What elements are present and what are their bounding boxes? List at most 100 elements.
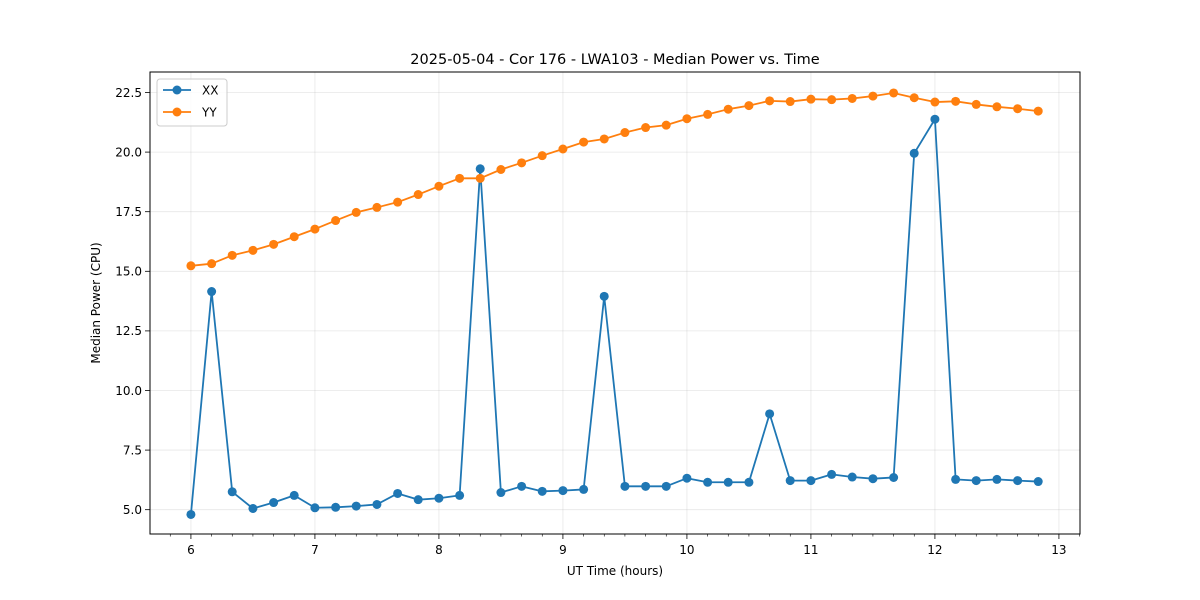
data-point-yy (351, 207, 361, 217)
data-point-yy (723, 104, 733, 114)
data-point-xx (517, 481, 527, 491)
data-point-yy (289, 232, 299, 242)
data-point-yy (227, 250, 237, 260)
x-axis-ticks: 6 7 8 9 10 11 12 13 (169, 534, 1080, 557)
data-point-yy (434, 181, 444, 191)
y-tick-label: 17.5 (115, 205, 142, 219)
plot-frame (149, 71, 1081, 535)
data-point-yy (248, 245, 258, 255)
data-point-yy (951, 96, 961, 106)
x-tick-label: 6 (187, 543, 195, 557)
x-tick-label: 10 (679, 543, 694, 557)
series-layer (186, 88, 1043, 519)
data-point-yy (744, 101, 754, 111)
data-point-yy (496, 165, 506, 175)
data-point-yy (331, 216, 341, 226)
y-tick-label: 15.0 (115, 265, 142, 279)
data-point-yy (930, 97, 940, 107)
data-point-xx (971, 476, 981, 486)
x-tick-label: 11 (803, 543, 818, 557)
data-point-xx (889, 473, 899, 483)
data-point-yy (517, 158, 527, 168)
data-point-yy (475, 173, 485, 183)
data-point-xx (331, 502, 341, 512)
data-point-xx (765, 409, 775, 419)
y-tick-label: 20.0 (115, 145, 142, 159)
data-point-xx (351, 501, 361, 511)
data-point-xx (558, 486, 568, 496)
data-point-yy (620, 128, 630, 138)
data-point-xx (599, 291, 609, 301)
data-point-yy (372, 202, 382, 212)
data-point-yy (393, 197, 403, 207)
y-axis-ticks: 5.0 7.5 10.0 12.5 15.0 17.5 20.0 22.5 (115, 86, 150, 517)
y-axis-label: Median Power (CPU) (89, 242, 103, 363)
y-tick-label: 22.5 (115, 86, 142, 100)
data-point-xx (434, 493, 444, 503)
x-tick-label: 8 (435, 543, 443, 557)
data-point-yy (1033, 106, 1043, 116)
data-point-yy (207, 259, 217, 269)
data-point-yy (682, 114, 692, 124)
data-point-yy (785, 97, 795, 107)
data-point-xx (785, 476, 795, 486)
data-point-yy (806, 94, 816, 104)
data-point-xx (1033, 477, 1043, 487)
x-tick-label: 12 (927, 543, 942, 557)
data-point-xx (186, 509, 196, 519)
data-point-yy (455, 173, 465, 183)
data-point-yy (599, 134, 609, 144)
chart-title: 2025-05-04 - Cor 176 - LWA103 - Median P… (410, 52, 819, 68)
data-point-yy (765, 96, 775, 106)
data-point-xx (248, 503, 258, 513)
legend: XX YY (156, 78, 228, 127)
data-point-xx (744, 477, 754, 487)
x-tick-label: 13 (1051, 543, 1066, 557)
y-tick-label: 5.0 (123, 503, 142, 517)
data-point-xx (413, 495, 423, 505)
data-point-xx (992, 474, 1002, 484)
data-point-xx (579, 484, 589, 494)
data-point-xx (227, 487, 237, 497)
data-point-xx (620, 481, 630, 491)
x-tick-label: 9 (559, 543, 567, 557)
legend-label-xx: XX (202, 84, 218, 98)
data-point-yy (847, 93, 857, 103)
data-point-yy (310, 224, 320, 234)
data-point-yy (868, 91, 878, 101)
data-point-xx (868, 474, 878, 484)
data-point-xx (1013, 476, 1023, 486)
data-point-xx (289, 490, 299, 500)
data-point-yy (641, 123, 651, 133)
data-point-yy (703, 109, 713, 119)
data-point-xx (372, 499, 382, 509)
legend-label-yy: YY (201, 106, 217, 120)
data-point-yy (558, 144, 568, 154)
data-point-xx (641, 481, 651, 491)
data-point-xx (930, 114, 940, 124)
series-yy (186, 88, 1043, 271)
data-point-xx (682, 473, 692, 483)
data-point-yy (827, 95, 837, 105)
data-point-yy (579, 137, 589, 147)
data-point-xx (847, 472, 857, 482)
y-tick-label: 7.5 (123, 443, 142, 457)
data-point-xx (310, 503, 320, 513)
data-point-yy (971, 99, 981, 109)
data-point-yy (661, 120, 671, 130)
data-point-xx (723, 477, 733, 487)
data-point-xx (455, 490, 465, 500)
y-tick-label: 10.0 (115, 384, 142, 398)
series-xx (186, 114, 1043, 519)
data-point-yy (889, 88, 899, 98)
data-point-xx (537, 486, 547, 496)
data-point-xx (496, 488, 506, 498)
data-point-yy (1013, 104, 1023, 114)
data-point-yy (269, 239, 279, 249)
data-point-xx (269, 498, 279, 508)
y-tick-label: 12.5 (115, 324, 142, 338)
data-point-xx (951, 474, 961, 484)
data-point-yy (537, 151, 547, 161)
data-point-xx (827, 469, 837, 479)
